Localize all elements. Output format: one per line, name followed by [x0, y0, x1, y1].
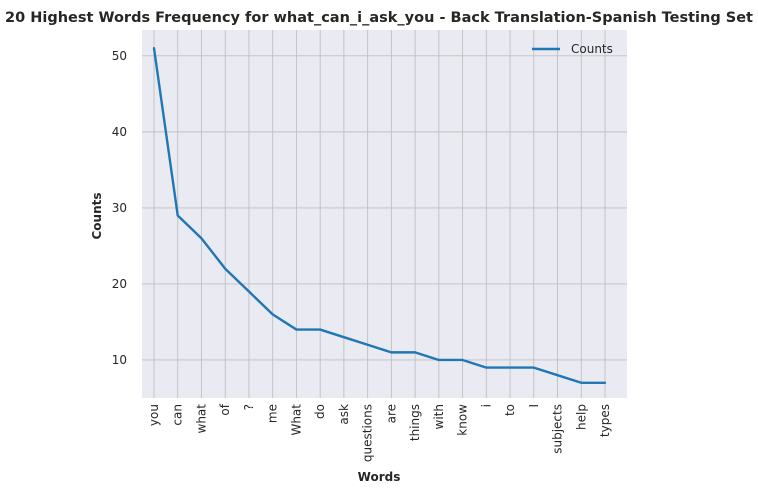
- x-tick-label: ask: [337, 404, 351, 425]
- y-tick-label: 50: [112, 49, 127, 63]
- x-tick-label: you: [147, 404, 161, 426]
- legend: Counts: [532, 42, 613, 56]
- x-tick-label: subjects: [551, 404, 565, 454]
- plot-area: [142, 30, 627, 398]
- x-tick-label: I: [527, 404, 541, 408]
- x-tick-label: things: [408, 404, 422, 441]
- x-tick-label: me: [266, 404, 280, 423]
- y-tick-label: 20: [112, 277, 127, 291]
- grid: [142, 30, 627, 398]
- x-axis-label: Words: [358, 470, 401, 484]
- x-tick-label: i: [479, 404, 493, 407]
- series-layer: [152, 47, 607, 384]
- x-ticks: you can what of? me What do ask questions are thin…: [147, 403, 612, 462]
- x-tick-label: types: [598, 404, 612, 437]
- series-line-counts: [152, 47, 607, 384]
- chart-title: 20 Highest Words Frequency for what_can_…: [5, 10, 753, 26]
- x-tick-label: what: [194, 404, 208, 434]
- y-tick-label: 10: [112, 353, 127, 367]
- y-tick-label: 40: [112, 125, 127, 139]
- x-tick-label: of: [218, 403, 232, 415]
- x-tick-label: are: [384, 404, 398, 423]
- x-tick-label: help: [574, 404, 588, 430]
- x-tick-label: to: [503, 404, 517, 416]
- x-tick-label: What: [289, 404, 303, 436]
- x-tick-label: with: [432, 404, 446, 429]
- x-tick-label: questions: [361, 404, 375, 462]
- legend-label: Counts: [571, 42, 613, 56]
- y-ticks: 10 20 30 40 50: [112, 49, 127, 367]
- x-tick-label: can: [171, 404, 185, 426]
- x-tick-label: ?: [242, 404, 256, 410]
- x-tick-label: know: [456, 404, 470, 436]
- x-tick-label: do: [313, 404, 327, 419]
- y-axis-label: Counts: [90, 192, 104, 239]
- y-tick-label: 30: [112, 201, 127, 215]
